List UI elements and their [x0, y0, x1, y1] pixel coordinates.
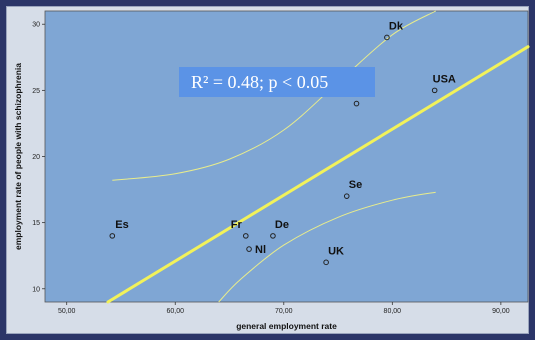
x-tick-label: 60,00 [166, 308, 184, 315]
confidence-band-lower [218, 191, 436, 303]
chart-frame: 50,00 60,00 70,00 80,00 90,00 10 15 20 25 30 Es F… [6, 6, 530, 334]
regression-line [106, 45, 530, 304]
data-point [343, 193, 350, 199]
x-tick-label: 50,00 [58, 308, 76, 315]
y-tick-label: 10 [32, 286, 40, 293]
scatter-chart: 50,00 60,00 70,00 80,00 90,00 10 15 20 25 30 Es F… [13, 10, 530, 331]
point-label: De [275, 219, 289, 231]
point-label: Dk [389, 20, 404, 32]
x-axis-label: general employment rate [236, 321, 337, 331]
data-point [384, 34, 390, 41]
x-axis-ticks: 50,00 60,00 70,00 80,00 90,00 [58, 302, 510, 315]
data-point [246, 246, 252, 252]
point-label: Nl [255, 244, 266, 256]
data-point [323, 259, 329, 266]
y-tick-label: 30 [32, 22, 40, 29]
annotation-box [179, 67, 375, 97]
point-label: Es [115, 219, 128, 231]
data-point [431, 87, 438, 94]
point-label: Fr [231, 219, 243, 231]
data-point [270, 233, 276, 239]
x-tick-label: 70,00 [275, 308, 293, 315]
annotation-text: R² = 0.48; p < 0.05 [191, 72, 328, 92]
y-tick-label: 25 [32, 88, 40, 95]
data-point [353, 100, 360, 107]
y-axis-ticks: 10 15 20 25 30 [32, 22, 45, 293]
annotation: R² = 0.48; p < 0.05 [179, 67, 375, 97]
x-tick-label: 90,00 [492, 308, 510, 315]
plot-area [44, 10, 529, 303]
data-point [109, 233, 116, 239]
point-label: Se [349, 179, 362, 191]
point-label: USA [433, 73, 456, 85]
y-tick-label: 20 [32, 154, 40, 161]
y-axis-label: employment rate of people with schizophr… [13, 63, 23, 250]
data-point [242, 233, 249, 239]
point-label: UK [328, 245, 344, 257]
confidence-band-upper [112, 10, 436, 181]
x-tick-label: 80,00 [384, 308, 402, 315]
y-tick-label: 15 [32, 220, 40, 227]
